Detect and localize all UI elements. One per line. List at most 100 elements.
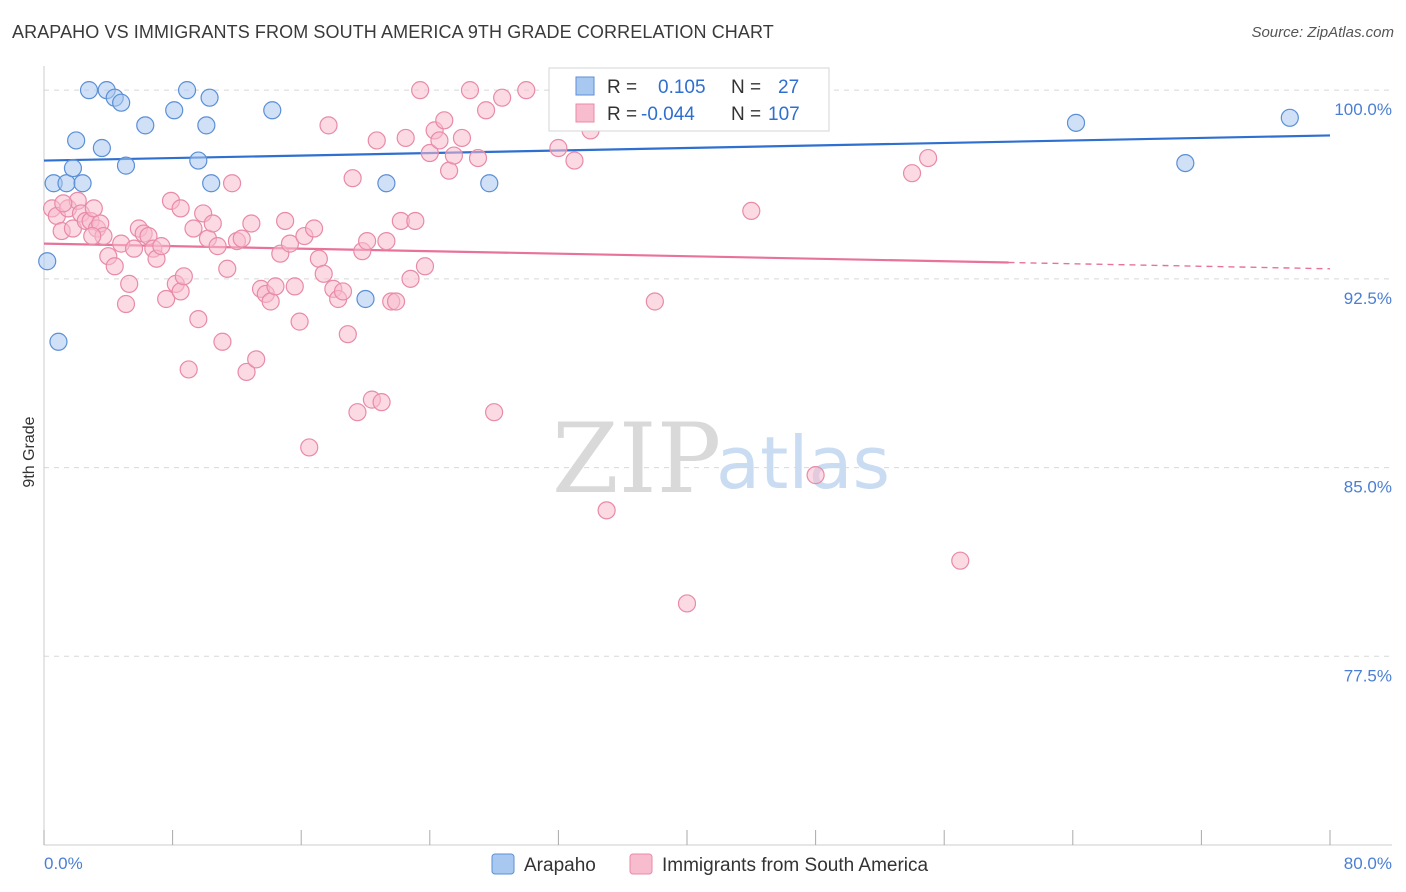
south-america-point (902, 164, 922, 183)
south-america-point (493, 88, 512, 107)
y-tick-label: 100.0% (1334, 100, 1392, 119)
south-america-point (174, 267, 193, 286)
south-america-point (319, 116, 338, 135)
south-america-point (300, 438, 319, 457)
south-america-point (285, 277, 304, 296)
south-america-point (343, 169, 362, 188)
arapaho-point (197, 116, 216, 135)
chart-title: ARAPAHO VS IMMIGRANTS FROM SOUTH AMERICA… (12, 22, 774, 42)
south-america-point (333, 282, 353, 301)
south-america-point (237, 362, 256, 382)
south-america-point (213, 332, 232, 351)
legend-r-value-arapaho: 0.105 (658, 77, 706, 98)
south-america-point (232, 229, 251, 248)
y-tick-label: 85.0% (1344, 478, 1392, 497)
south-america-point (218, 259, 237, 278)
watermark-zip: ZIP (552, 403, 721, 515)
south-america-point (565, 151, 584, 170)
south-america-point (171, 199, 190, 218)
south-america-point (189, 310, 208, 329)
arapaho-point (112, 93, 131, 112)
south-america-point (266, 277, 285, 296)
south-america-point (179, 360, 198, 379)
south-america-point (242, 214, 261, 233)
gridlines (44, 89, 1392, 657)
legend-swatch-arapaho (575, 76, 595, 96)
south-america-point (396, 128, 415, 148)
arapaho-point (49, 332, 68, 351)
south-america-point (367, 131, 386, 150)
x-tick-label-max: 80.0% (1344, 854, 1392, 873)
bottom-legend-label-sa: Immigrants from South America (662, 855, 929, 876)
south-america-point (460, 81, 480, 100)
south-america-point (222, 174, 242, 193)
legend-n-value-sa: 107 (768, 104, 800, 125)
south-america-point (411, 81, 430, 100)
south-america-point (677, 594, 697, 613)
stats-legend-box (548, 67, 830, 132)
arapaho-point (1176, 154, 1195, 173)
arapaho-point (136, 116, 155, 135)
legend-r-label-sa: R = (607, 104, 637, 125)
south-america-point (377, 232, 396, 251)
arapaho-point (189, 151, 208, 170)
south-america-point (338, 325, 357, 344)
y-axis-label: 9th Grade (21, 416, 38, 487)
trendline-extension-south-america (1008, 261, 1331, 270)
south-america-point (261, 292, 280, 311)
south-america-point (208, 237, 227, 256)
arapaho-point (1280, 108, 1299, 127)
south-america-point (485, 403, 504, 422)
south-america-point (84, 199, 103, 218)
arapaho-point (377, 174, 396, 193)
south-america-point (415, 257, 435, 276)
legend-swatch-sa (575, 103, 595, 123)
south-america-point (120, 274, 139, 293)
source-note: Source: ZipAtlas.com (1251, 24, 1394, 41)
bottom-legend-label-arapaho: Arapaho (524, 855, 596, 876)
south-america-point (430, 131, 449, 150)
arapaho-point (63, 159, 83, 178)
arapaho-point (263, 101, 282, 120)
south-america-point (358, 232, 377, 251)
bottom-legend-swatch-arapaho (491, 853, 515, 875)
south-america-point (406, 211, 425, 231)
arapaho-point (202, 174, 221, 193)
south-america-point (152, 237, 171, 256)
y-tick-label: 92.5% (1344, 289, 1392, 308)
south-america-point (597, 501, 616, 520)
south-america-point (157, 289, 176, 309)
south-america-point (247, 350, 266, 369)
south-america-point (919, 148, 938, 168)
arapaho-point (200, 88, 219, 107)
south-america-point (806, 466, 825, 485)
arapaho-point (67, 131, 86, 150)
south-america-point (124, 239, 144, 258)
arapaho-point (79, 81, 99, 100)
arapaho-point (480, 174, 499, 193)
south-america-point (276, 211, 295, 231)
series-arapaho-points (38, 81, 1299, 351)
south-america-point (280, 234, 300, 253)
south-america-point (549, 138, 568, 158)
south-america-point (951, 551, 970, 570)
arapaho-point (116, 156, 136, 175)
arapaho-point (92, 138, 111, 158)
south-america-point (386, 292, 406, 311)
legend-n-label-arapaho: N = (731, 77, 761, 98)
south-america-point (401, 269, 420, 288)
arapaho-point (356, 289, 375, 309)
y-tick-label: 77.5% (1344, 666, 1392, 685)
arapaho-point (73, 174, 92, 193)
south-america-point (348, 403, 367, 422)
south-america-point (372, 393, 391, 412)
axes (43, 66, 1392, 846)
arapaho-point (165, 101, 184, 120)
legend-n-value-arapaho: 27 (778, 77, 799, 98)
arapaho-point (1066, 113, 1086, 132)
south-america-point (742, 201, 761, 221)
legend-r-label-arapaho: R = (607, 77, 637, 98)
x-tick-label-min: 0.0% (44, 854, 83, 873)
south-america-point (116, 294, 136, 314)
